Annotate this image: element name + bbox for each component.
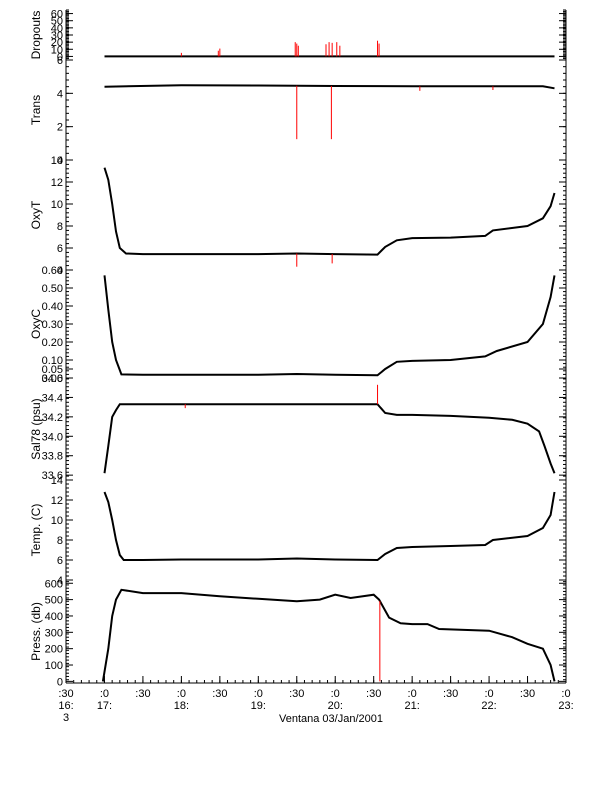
dropouts-ytick-label: 0 (57, 51, 63, 63)
oxyt-ytick-label: 8 (57, 221, 63, 233)
sal-ytick-label: 34.0 (42, 431, 63, 443)
x-tick-minute-label: :0 (100, 688, 109, 700)
press-ytick-label: 500 (45, 595, 63, 607)
panel-oxyc: 0.000.050.10 0.20 0.30 0.40 0.50 0.60 OxyC (29, 265, 567, 385)
panel-sal: 33.6 33.8 34.0 34.2 34.4 34.6 Sal78 (psu) (29, 373, 567, 482)
x-tick-minute-label: :0 (408, 688, 417, 700)
dropouts-ytick-label: 60 (51, 9, 63, 21)
panels-group: 0102030405060Dropouts0246Trans468101214O… (29, 9, 567, 688)
x-tick-minute-label: :30 (443, 688, 458, 700)
press-ytick-label: 400 (45, 611, 63, 623)
sal-ytick-label: 33.6 (42, 470, 63, 482)
dropouts-ytick-label: 30 (51, 30, 63, 42)
oxyc-ytick-label: 0.05 (42, 364, 63, 376)
dropouts-ytick-label: 50 (51, 16, 63, 28)
oxyc-ylabel: OxyC (29, 309, 43, 339)
oxyt-ytick-label: 10 (51, 199, 63, 211)
temp-ytick-label: 14 (51, 475, 63, 487)
x-tick-hour-label: 17: (97, 700, 112, 712)
oxyt-ytick-label: 6 (57, 243, 63, 255)
trans-ytick-label: 4 (57, 88, 63, 100)
x-tick-hour-label: 20: (328, 700, 343, 712)
x-tick-minute-label: :30 (58, 688, 73, 700)
sal-ytick-label: 34.2 (42, 412, 63, 424)
oxyc-ytick-label: 0.00 (42, 373, 63, 385)
dropouts-ytick-label: 10 (51, 44, 63, 56)
trans-ytick-label: 6 (57, 55, 63, 67)
press-ytick-label: 0 (57, 676, 63, 688)
x-tick-hour-label: 16: (58, 700, 73, 712)
x-tick-minute-label: :30 (135, 688, 150, 700)
oxyt-ylabel: OxyT (29, 200, 43, 229)
x-tick-hour-label: 19: (251, 700, 266, 712)
x-tick-hour-label: 23: (558, 700, 573, 712)
temp-ytick-label: 10 (51, 515, 63, 527)
x-tick-minute-label: :30 (520, 688, 535, 700)
dropouts-ytick-label: 40 (51, 23, 63, 35)
temp-ytick-label: 6 (57, 555, 63, 567)
panel-temp: 4 6 8 10 12 14 Temp. (C) (29, 475, 567, 587)
x-tick-day-label: 3 (63, 712, 69, 724)
x-tick-hour-label: 22: (481, 700, 496, 712)
oxyc-ytick-label: 0.60 (42, 265, 63, 277)
x-tick-minute-label: :0 (254, 688, 263, 700)
x-tick-minute-label: :0 (331, 688, 340, 700)
oxyc-ytick-label: 0.10 (42, 355, 63, 367)
sal-ylabel: Sal78 (psu) (29, 398, 43, 459)
oxyt-series-line (103, 167, 556, 256)
sal-ytick-label: 34.4 (42, 392, 63, 404)
temp-ytick-label: 4 (57, 575, 63, 587)
x-axis-title: Ventana 03/Jan/2001 (279, 713, 383, 725)
oxyc-series-line (103, 275, 556, 377)
oxyt-ytick-label: 4 (57, 265, 63, 277)
temp-ytick-label: 8 (57, 535, 63, 547)
panel-trans: 0 2 4 6 Trans (29, 55, 567, 167)
press-series-line (101, 588, 556, 682)
trans-ytick-label: 0 (57, 155, 63, 167)
sal-ytick-label: 34.6 (42, 373, 63, 385)
oxyt-ytick-label: 14 (51, 155, 63, 167)
dropouts-ytick-label: 20 (51, 37, 63, 49)
temp-ylabel: Temp. (C) (29, 504, 43, 557)
temp-series-line (103, 491, 556, 562)
x-tick-hour-label: 21: (405, 700, 420, 712)
x-tick-minute-label: :0 (484, 688, 493, 700)
x-tick-minute-label: :0 (561, 688, 570, 700)
oxyc-ytick-label: 0.50 (42, 283, 63, 295)
press-ytick-label: 300 (45, 627, 63, 639)
sal-ytick-label: 33.8 (42, 451, 63, 463)
trans-ytick-label: 2 (57, 122, 63, 134)
x-tick-minute-label: :0 (177, 688, 186, 700)
temp-ytick-label: 12 (51, 495, 63, 507)
press-ylabel: Press. (db) (29, 602, 43, 661)
panel-oxyt: 4 6 8 10 12 14 OxyT (29, 155, 567, 277)
press-ytick-label: 600 (45, 578, 63, 590)
x-tick-minute-label: :30 (289, 688, 304, 700)
trans-ylabel: Trans (29, 95, 43, 125)
sal-series-line (103, 403, 556, 474)
oxyc-ytick-label: 0.30 (42, 319, 63, 331)
oxyt-ytick-label: 12 (51, 177, 63, 189)
press-ytick-label: 200 (45, 644, 63, 656)
x-tick-minute-label: :30 (212, 688, 227, 700)
press-ytick-label: 100 (45, 660, 63, 672)
x-tick-minute-label: :30 (366, 688, 381, 700)
x-tick-hour-label: 18: (174, 700, 189, 712)
trans-series-line (104, 84, 555, 90)
oxyc-ytick-label: 0.20 (42, 337, 63, 349)
x-axis: :3016:3:017::30:018::30:019::30:020::30:… (58, 676, 574, 724)
dropouts-ylabel: Dropouts (29, 11, 43, 60)
oxyc-ytick-label: 0.40 (42, 301, 63, 313)
